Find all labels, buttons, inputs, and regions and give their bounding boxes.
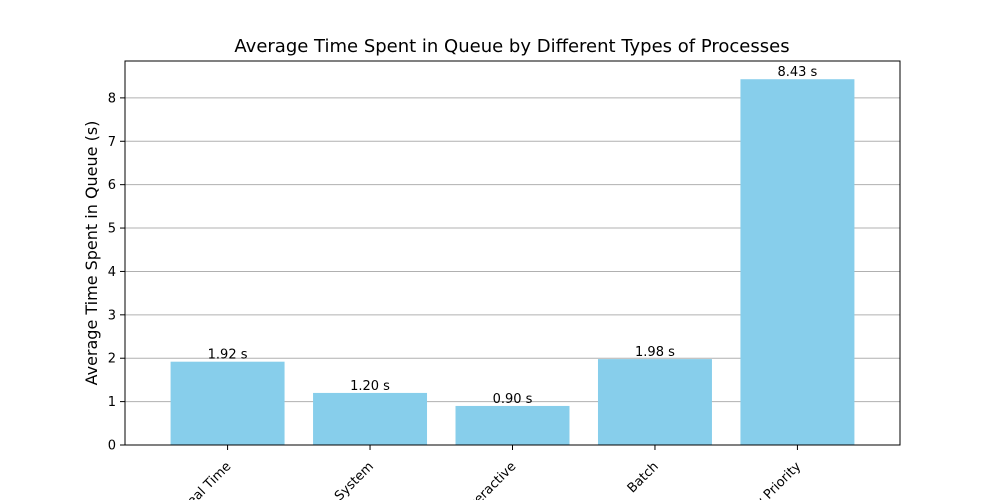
bars [170,79,855,446]
y-tick-label: 8 [108,91,116,106]
y-tick-label: 3 [108,308,116,323]
y-tick-label: 2 [108,352,116,367]
y-tick-label: 0 [108,439,116,454]
y-tick-label: 7 [108,135,116,150]
x-tick-label: Real Time [179,459,235,500]
x-axis: Real Time System Interactive Batch Low Prior… [179,445,805,500]
x-tick-label: Low Priority [740,459,805,500]
grid-lines [125,97,900,403]
plot-frame [124,60,901,446]
y-tick-label: 4 [108,265,116,280]
bar-data-label: 1.98 s [635,345,675,360]
y-axis-label: Average Time Spent in Queue (s) [82,121,101,386]
y-tick-label: 1 [108,395,116,410]
bar [740,79,855,446]
chart-title: Average Time Spent in Queue by Different… [234,36,789,57]
bar [455,405,570,445]
bar [170,361,285,445]
x-tick-label: System [332,459,377,500]
bar-data-label: 0.90 s [493,392,533,407]
y-axis: 0 1 2 3 4 5 6 7 8 [108,91,125,454]
data-labels: 1.92 s 1.20 s 0.90 s 1.98 s 8.43 s [208,65,818,407]
bar-data-label: 1.20 s [350,379,390,394]
bar [597,359,712,445]
y-tick-label: 5 [108,222,116,237]
x-tick-label: Interactive [459,459,519,500]
x-tick-label: Batch [625,459,662,496]
bar-data-label: 8.43 s [777,65,817,80]
y-tick-label: 6 [108,178,116,193]
bar [313,392,428,445]
bar-data-label: 1.92 s [208,348,248,363]
